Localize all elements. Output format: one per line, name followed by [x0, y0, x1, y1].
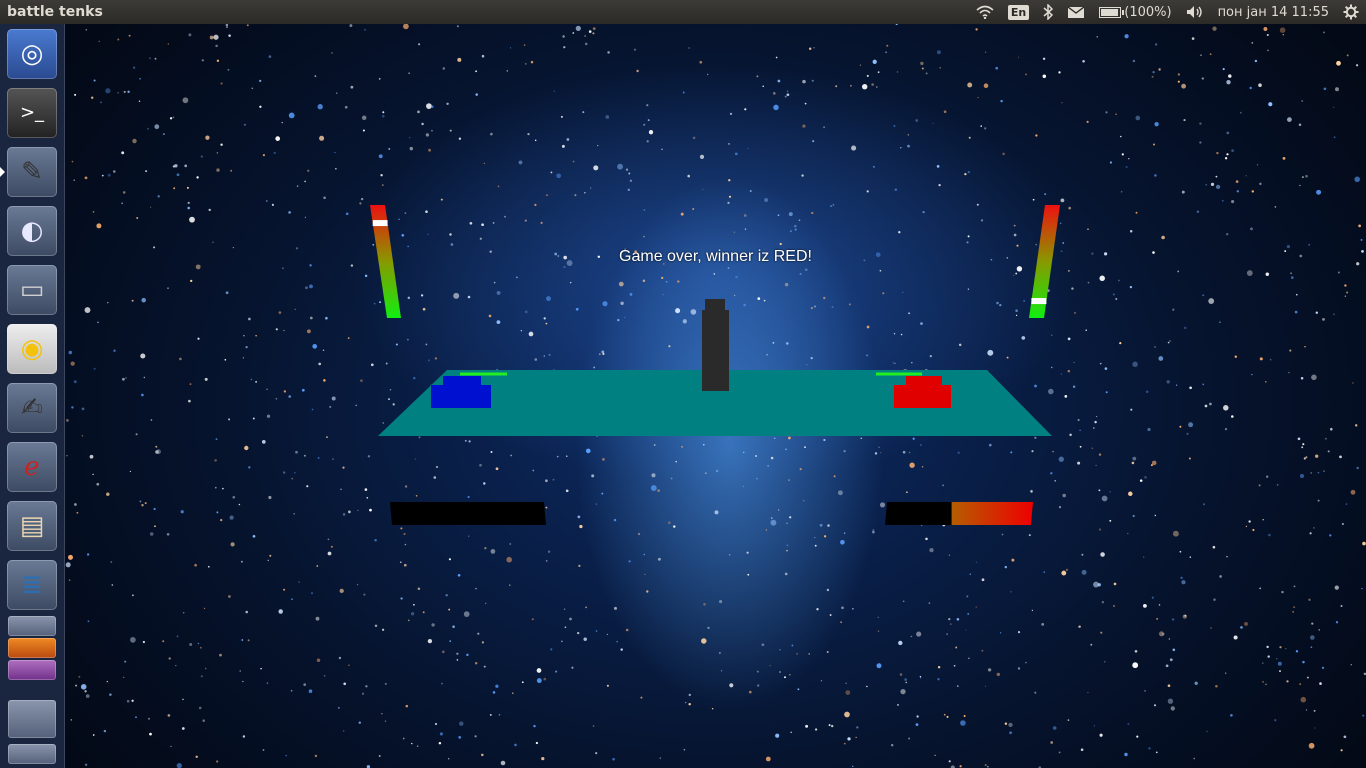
launcher-stacked-app-1[interactable]: [8, 616, 56, 636]
keyboard-language-indicator[interactable]: En: [1001, 0, 1036, 24]
launcher: ◎ >_ ✎ ◐ ▭ ◉ ✍ ℯ ▤ ≣: [0, 24, 65, 768]
red-tank: [876, 372, 951, 408]
app-title: battle tenks: [7, 4, 103, 20]
launcher-writer[interactable]: ≣: [7, 560, 57, 610]
launcher-scanner[interactable]: ▭: [7, 265, 57, 315]
starfield-background: [65, 24, 1366, 768]
blue-angle-marker: [372, 220, 388, 227]
launcher-chrome[interactable]: ◉: [7, 324, 57, 374]
launcher-text-editor-doc[interactable]: ✎: [0, 147, 57, 197]
launcher-workspace-switcher-icon[interactable]: [8, 700, 56, 738]
wifi-icon[interactable]: [969, 0, 1001, 24]
red-angle-marker: [1031, 298, 1047, 305]
battery-level-fill: [1101, 8, 1119, 16]
blue-tank: [431, 372, 507, 408]
language-label: En: [1007, 4, 1030, 20]
launcher-file-manager[interactable]: ▤: [7, 501, 57, 551]
battery-percentage: (100%): [1124, 4, 1172, 20]
clock[interactable]: пон јан 14 11:55: [1217, 4, 1329, 20]
editor-document-icon: ✎: [21, 157, 43, 187]
top-panel: battle tenks En: [0, 0, 1366, 24]
game-viewport[interactable]: Game over, winner iz RED!: [65, 24, 1366, 768]
system-tray: En (100%) пон јан 14 11:55: [969, 0, 1366, 24]
ubuntu-logo-icon: ◎: [20, 39, 44, 69]
launcher-terminal[interactable]: >_: [7, 88, 57, 138]
game-over-message: Game over, winner iz RED!: [619, 248, 812, 265]
launcher-stacked-app-3[interactable]: [8, 660, 56, 680]
center-pillar: [702, 310, 729, 391]
launcher-trash-icon[interactable]: [8, 744, 56, 764]
bluetooth-icon[interactable]: [1036, 0, 1060, 24]
text-editor-icon: ✍: [21, 393, 43, 423]
blue-angle-meter: [370, 205, 401, 318]
volume-icon[interactable]: [1179, 0, 1211, 24]
red-angle-meter: [1029, 205, 1060, 318]
battery-icon: [1099, 6, 1125, 18]
battery-indicator[interactable]: (100%): [1092, 0, 1178, 24]
document-viewer-icon: ℯ: [24, 452, 40, 482]
file-cabinet-icon: ▤: [19, 511, 45, 541]
launcher-dash-home[interactable]: ◎: [7, 29, 57, 79]
mail-envelope-icon[interactable]: [1060, 0, 1092, 24]
launcher-pdf-viewer[interactable]: ℯ: [7, 442, 57, 492]
office-writer-icon: ≣: [21, 570, 43, 600]
center-pillar-top: [705, 299, 725, 313]
launcher-text-editor[interactable]: ✍: [7, 383, 57, 433]
launcher-firefox-icon[interactable]: [8, 638, 56, 658]
launcher-eclipse[interactable]: ◐: [7, 206, 57, 256]
terminal-icon: >_: [19, 102, 45, 123]
eclipse-icon: ◐: [20, 216, 44, 246]
red-power-meter-fill: [951, 502, 1033, 525]
blue-power-meter-track: [390, 502, 546, 525]
chrome-icon: ◉: [20, 334, 44, 364]
arena-platform: [378, 370, 1052, 436]
game-scene: [370, 205, 1060, 525]
session-gear-icon[interactable]: [1336, 0, 1366, 24]
scanner-icon: ▭: [19, 275, 45, 305]
